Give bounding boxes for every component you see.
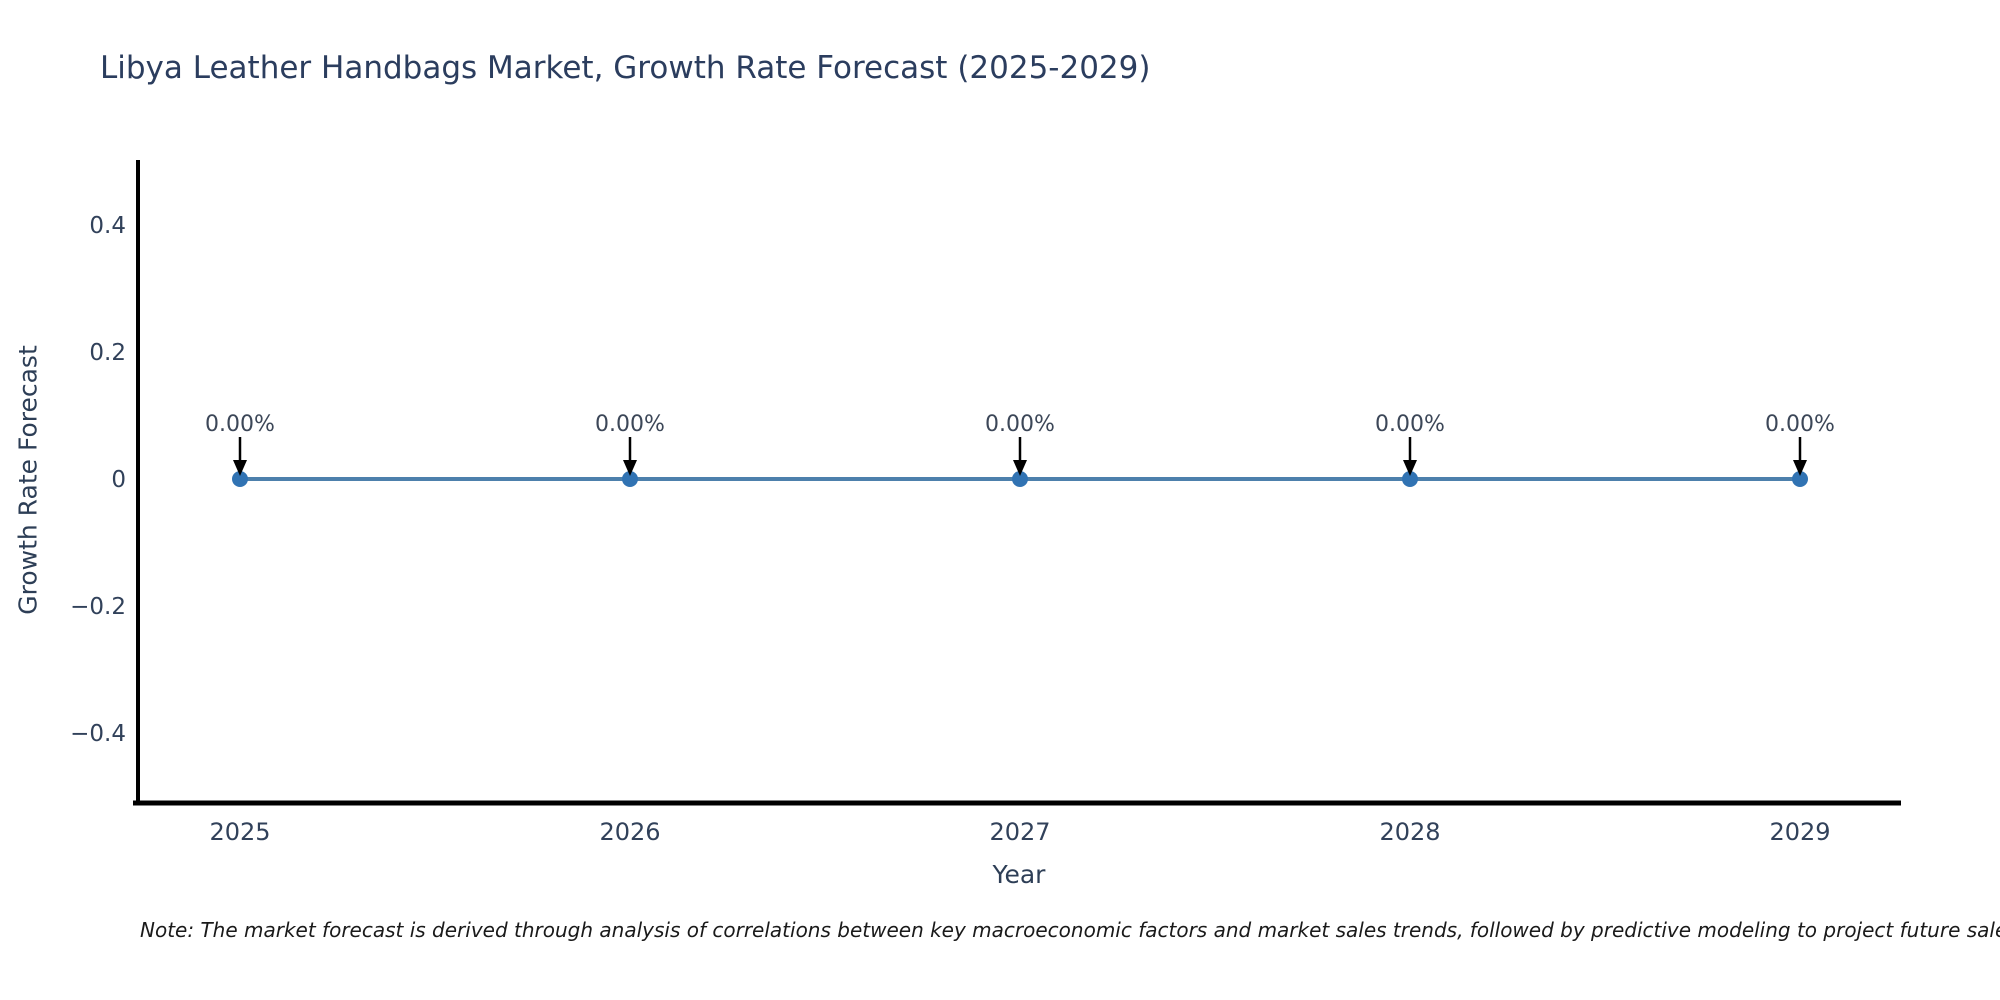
data-point-marker <box>1792 471 1808 487</box>
y-tick-label: −0.2 <box>70 594 126 620</box>
y-tick-label: −0.4 <box>70 721 126 747</box>
chart-title: Libya Leather Handbags Market, Growth Ra… <box>100 50 1151 86</box>
footnote: Note: The market forecast is derived thr… <box>140 918 2000 942</box>
annotation-arrow-head <box>623 460 637 476</box>
x-tick-label: 2029 <box>1769 818 1830 846</box>
data-point-marker <box>1012 471 1028 487</box>
data-point-marker <box>232 471 248 487</box>
y-tick-label: 0.2 <box>89 340 126 366</box>
annotation-arrow-head <box>1013 460 1027 476</box>
x-tick-label: 2027 <box>989 818 1050 846</box>
x-tick-label: 2026 <box>599 818 660 846</box>
x-axis-title: Year <box>992 860 1046 889</box>
annotation-arrow-head <box>1793 460 1807 476</box>
annotation-label: 0.00% <box>1765 412 1835 437</box>
y-tick-label: 0 <box>111 467 126 493</box>
annotation-arrow-head <box>1403 460 1417 476</box>
annotation-label: 0.00% <box>985 412 1055 437</box>
x-tick-label: 2028 <box>1379 818 1440 846</box>
annotation-label: 0.00% <box>595 412 665 437</box>
x-tick-label: 2025 <box>209 818 270 846</box>
y-tick-label: 0.4 <box>89 213 126 239</box>
annotation-label: 0.00% <box>205 412 275 437</box>
annotation-label: 0.00% <box>1375 412 1445 437</box>
annotation-arrow-head <box>233 460 247 476</box>
data-point-marker <box>622 471 638 487</box>
data-point-marker <box>1402 471 1418 487</box>
